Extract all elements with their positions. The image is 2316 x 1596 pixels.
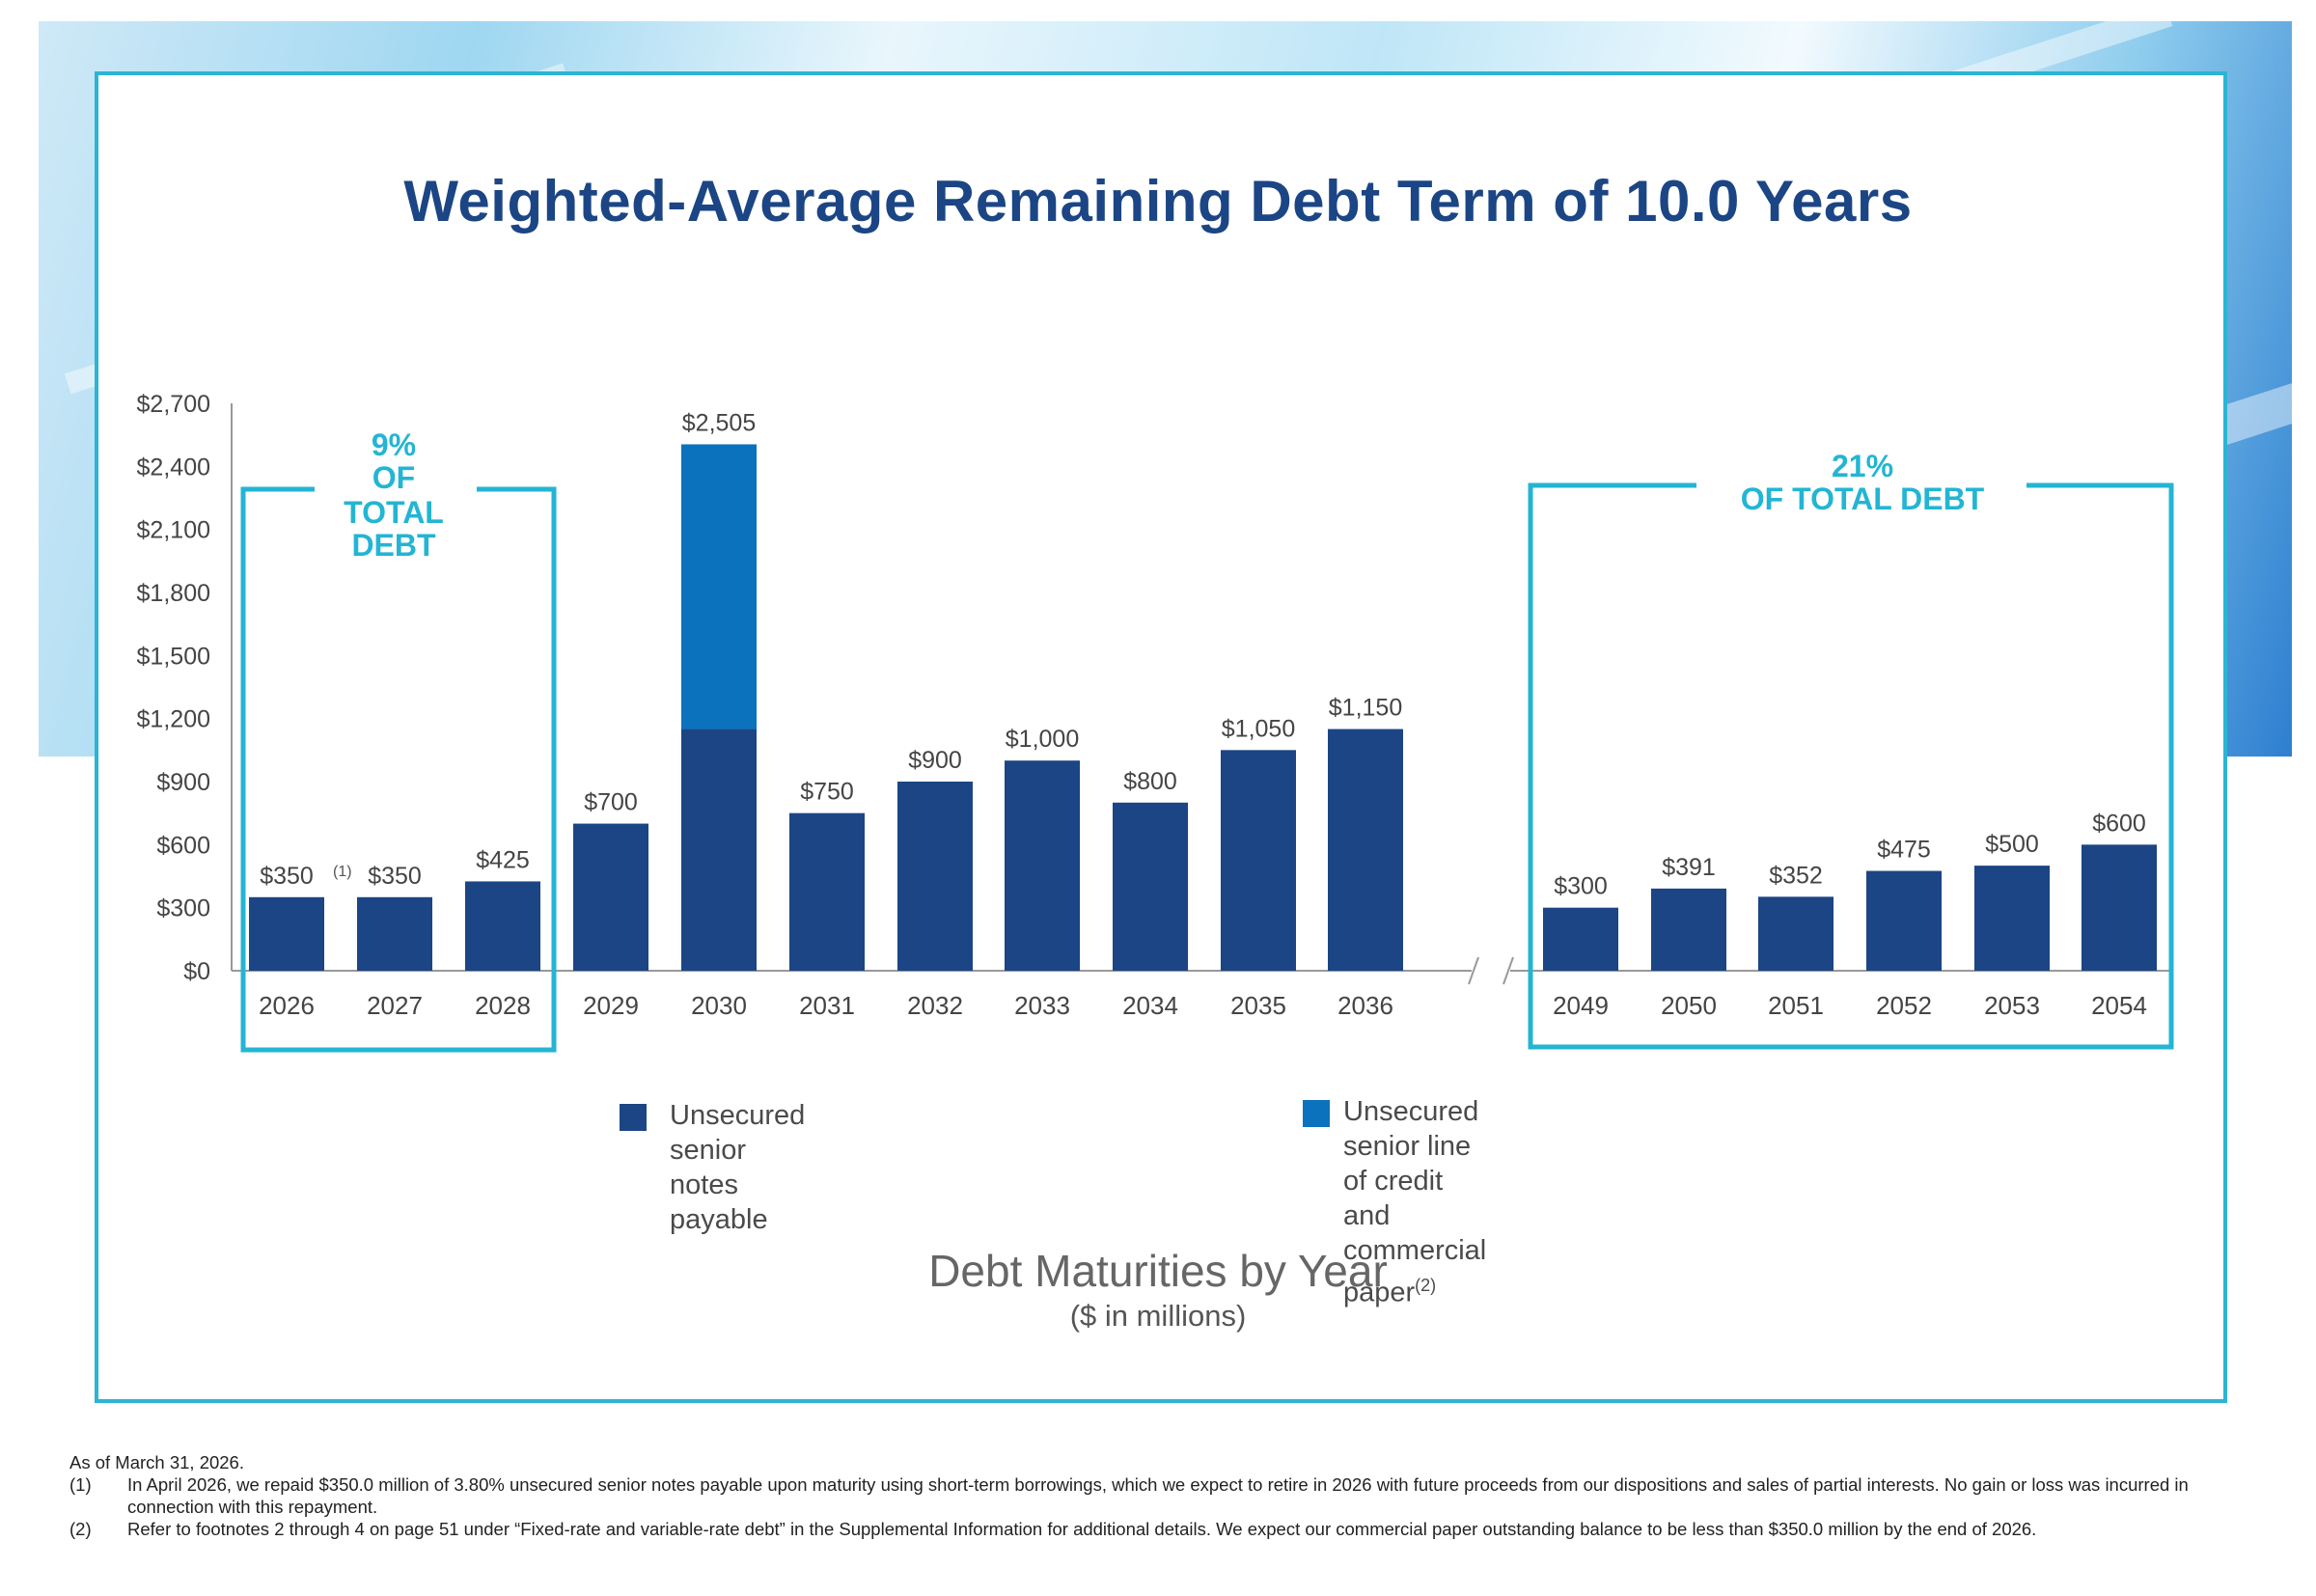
page-title: Weighted-Average Remaining Debt Term of … bbox=[403, 169, 1913, 234]
chart-subtitle: Debt Maturities by Year bbox=[928, 1246, 1388, 1296]
bar-notes-2050 bbox=[1651, 888, 1726, 971]
y-tick-label: $2,400 bbox=[137, 454, 210, 481]
y-tick-label: $1,500 bbox=[137, 643, 210, 670]
axis-break-mark bbox=[1503, 956, 1514, 985]
bar-notes-2053 bbox=[1974, 866, 2050, 971]
as-of-date: As of March 31, 2026. bbox=[69, 1452, 244, 1472]
x-tick-label-2026: 2026 bbox=[259, 991, 315, 1020]
data-label-2034: $800 bbox=[1123, 768, 1177, 795]
annotation-text-left: DEBT bbox=[351, 528, 436, 563]
footnote-number: (2) bbox=[69, 1519, 92, 1539]
data-label-2027: $350 bbox=[368, 863, 422, 890]
bar-notes-2033 bbox=[1005, 760, 1080, 971]
x-tick-label-2052: 2052 bbox=[1876, 991, 1932, 1020]
x-tick-label-2032: 2032 bbox=[907, 991, 963, 1020]
bar-notes-2035 bbox=[1221, 750, 1296, 971]
y-tick-label: $300 bbox=[156, 895, 210, 922]
data-label-2031: $750 bbox=[800, 779, 854, 806]
bar-notes-2036 bbox=[1328, 729, 1403, 971]
bar-notes-2026 bbox=[249, 896, 324, 971]
x-tick-label-2053: 2053 bbox=[1984, 991, 2040, 1020]
data-label-2033: $1,000 bbox=[1006, 726, 1079, 753]
bar-notes-2049 bbox=[1543, 907, 1618, 971]
x-tick-label-2051: 2051 bbox=[1768, 991, 1824, 1020]
legend-label-credit-line2: and commercial paper bbox=[1343, 1200, 1487, 1308]
data-label-2036: $1,150 bbox=[1329, 695, 1402, 722]
annotation-text-left: TOTAL bbox=[344, 495, 444, 530]
axis-break-mark bbox=[1468, 956, 1479, 985]
annotation-text-left: 9% bbox=[372, 427, 416, 462]
bar-notes-2032 bbox=[897, 782, 973, 971]
data-label-2030: $2,505 bbox=[682, 409, 756, 436]
data-label-2050: $391 bbox=[1662, 854, 1716, 881]
bar-notes-2030 bbox=[681, 729, 757, 971]
y-tick-label: $0 bbox=[183, 958, 210, 985]
y-tick-label: $2,100 bbox=[137, 517, 210, 544]
y-tick-label: $1,200 bbox=[137, 706, 210, 733]
x-tick-label-2029: 2029 bbox=[583, 991, 639, 1020]
data-label-2053: $500 bbox=[1985, 831, 2039, 858]
footnote-row: (2) Refer to footnotes 2 through 4 on pa… bbox=[69, 1518, 2260, 1540]
footnotes: As of March 31, 2026. (1) In April 2026,… bbox=[69, 1451, 2260, 1540]
content-frame bbox=[95, 71, 2227, 1403]
data-label-footnote-mark: (1) bbox=[333, 864, 352, 880]
x-tick-label-2036: 2036 bbox=[1337, 991, 1393, 1020]
x-tick-label-2035: 2035 bbox=[1230, 991, 1286, 1020]
data-label-2051: $352 bbox=[1769, 862, 1823, 889]
legend-label-notes: Unsecured senior notes payable bbox=[670, 1100, 806, 1235]
y-tick-label: $600 bbox=[156, 832, 210, 859]
annotation-bracket-left bbox=[240, 486, 557, 1053]
bar-credit-2030 bbox=[681, 444, 757, 729]
bar-notes-2028 bbox=[465, 881, 540, 971]
data-label-2054: $600 bbox=[2092, 810, 2146, 837]
data-label-2026: $350 bbox=[260, 863, 314, 890]
annotation-bracket-right bbox=[1528, 482, 2174, 1050]
x-tick-label-2054: 2054 bbox=[2091, 991, 2147, 1020]
bar-notes-2051 bbox=[1758, 896, 1834, 971]
x-tick-label-2050: 2050 bbox=[1661, 991, 1717, 1020]
bar-notes-2052 bbox=[1866, 870, 1942, 971]
x-tick-label-2031: 2031 bbox=[799, 991, 855, 1020]
x-tick-label-2049: 2049 bbox=[1553, 991, 1609, 1020]
data-label-2029: $700 bbox=[584, 789, 638, 816]
y-tick-label: $2,700 bbox=[137, 391, 210, 418]
footnote-number: (1) bbox=[69, 1474, 92, 1495]
x-tick-label-2030: 2030 bbox=[691, 991, 747, 1020]
footnote-text: In April 2026, we repaid $350.0 million … bbox=[127, 1474, 2189, 1517]
data-label-2052: $475 bbox=[1877, 837, 1931, 864]
legend-label-credit: Unsecured senior line of credit and comm… bbox=[1343, 1094, 1486, 1310]
legend-label-credit-line2-wrap: and commercial paper(2) bbox=[1343, 1198, 1486, 1310]
footnote-row: (1) In April 2026, we repaid $350.0 mill… bbox=[69, 1473, 2260, 1518]
x-tick-label-2034: 2034 bbox=[1122, 991, 1178, 1020]
bar-notes-2029 bbox=[573, 823, 648, 971]
data-label-2028: $425 bbox=[476, 846, 530, 873]
x-tick-label-2028: 2028 bbox=[475, 991, 531, 1020]
data-label-2035: $1,050 bbox=[1222, 715, 1295, 742]
x-tick-label-2033: 2033 bbox=[1014, 991, 1070, 1020]
y-tick-label: $900 bbox=[156, 769, 210, 796]
x-tick-label-2027: 2027 bbox=[367, 991, 423, 1020]
bar-notes-2054 bbox=[2082, 844, 2157, 971]
legend-swatch-credit bbox=[1303, 1100, 1330, 1127]
bar-notes-2031 bbox=[789, 812, 865, 971]
data-label-2032: $900 bbox=[908, 747, 962, 774]
y-tick-label: $1,800 bbox=[137, 580, 210, 607]
footnote-text: Refer to footnotes 2 through 4 on page 5… bbox=[127, 1519, 2037, 1539]
bar-notes-2034 bbox=[1113, 802, 1188, 971]
legend-label-credit-line1: Unsecured senior line of credit bbox=[1343, 1096, 1479, 1197]
legend-swatch-notes bbox=[620, 1104, 647, 1131]
annotation-text-right: OF TOTAL DEBT bbox=[1741, 482, 1985, 516]
bar-notes-2027 bbox=[357, 896, 432, 971]
legend-footnote-mark: (2) bbox=[1415, 1276, 1437, 1295]
annotation-text-right: 21% bbox=[1832, 449, 1893, 483]
chart-units: ($ in millions) bbox=[1069, 1299, 1247, 1333]
annotation-text-left: OF bbox=[372, 460, 415, 495]
data-label-2049: $300 bbox=[1554, 873, 1608, 900]
